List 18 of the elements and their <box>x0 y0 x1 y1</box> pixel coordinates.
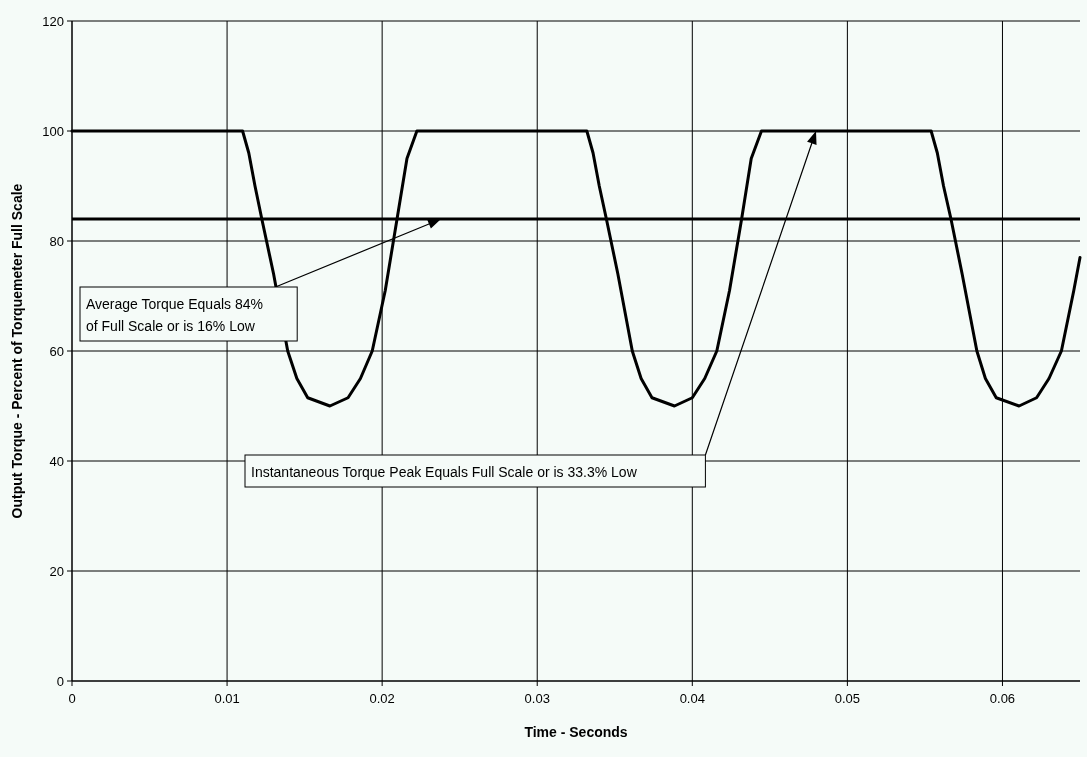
annotation: Average Torque Equals 84% of Full Scale or is 16% Low <box>86 296 263 334</box>
y-tick-label: 60 <box>49 343 64 359</box>
x-tick-label: 0.03 <box>524 691 550 706</box>
x-tick-label: 0.04 <box>679 691 705 706</box>
x-tick-label: 0.06 <box>989 691 1016 706</box>
x-tick-label: 0.02 <box>369 691 395 706</box>
y-tick-label: 80 <box>49 233 64 249</box>
x-axis-title: Time - Seconds <box>524 724 628 740</box>
y-tick-label: 20 <box>49 563 64 579</box>
x-tick-label: 0.01 <box>214 691 240 706</box>
y-tick-label: 40 <box>49 453 64 469</box>
annotation: Instantaneous Torque Peak Equals Full Scale or is 33.3% Low <box>251 464 638 480</box>
y-tick-label: 120 <box>42 13 64 29</box>
y-tick-label: 100 <box>42 123 64 139</box>
y-tick-label: 0 <box>56 673 64 689</box>
y-axis-title: Output Torque - Percent of Torquemeter Full Scale <box>9 183 25 519</box>
x-tick-label: 0 <box>68 691 76 706</box>
x-tick-label: 0.05 <box>834 691 861 706</box>
